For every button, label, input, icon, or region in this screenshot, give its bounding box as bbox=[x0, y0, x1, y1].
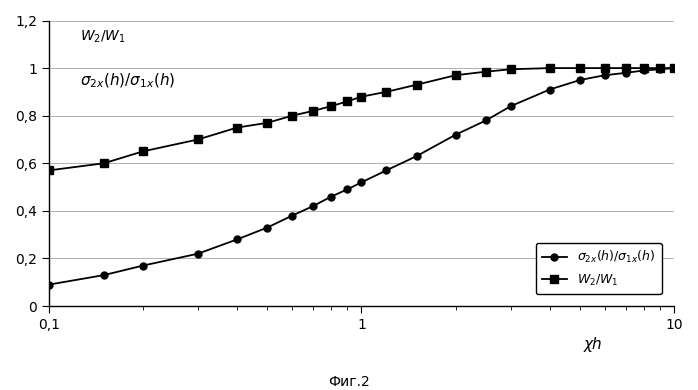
Text: χh: χh bbox=[584, 337, 602, 352]
Text: $W_2/W_1$: $W_2/W_1$ bbox=[80, 29, 126, 46]
Legend: $\sigma_{2x}(h)/\sigma_{1x}(h)$, $W_2/W_1$: $\sigma_{2x}(h)/\sigma_{1x}(h)$, $W_2/W_… bbox=[535, 243, 662, 294]
Text: Фиг.2: Фиг.2 bbox=[328, 375, 370, 389]
Text: $\sigma_{2x}(h)/\sigma_{1x}(h)$: $\sigma_{2x}(h)/\sigma_{1x}(h)$ bbox=[80, 72, 175, 90]
